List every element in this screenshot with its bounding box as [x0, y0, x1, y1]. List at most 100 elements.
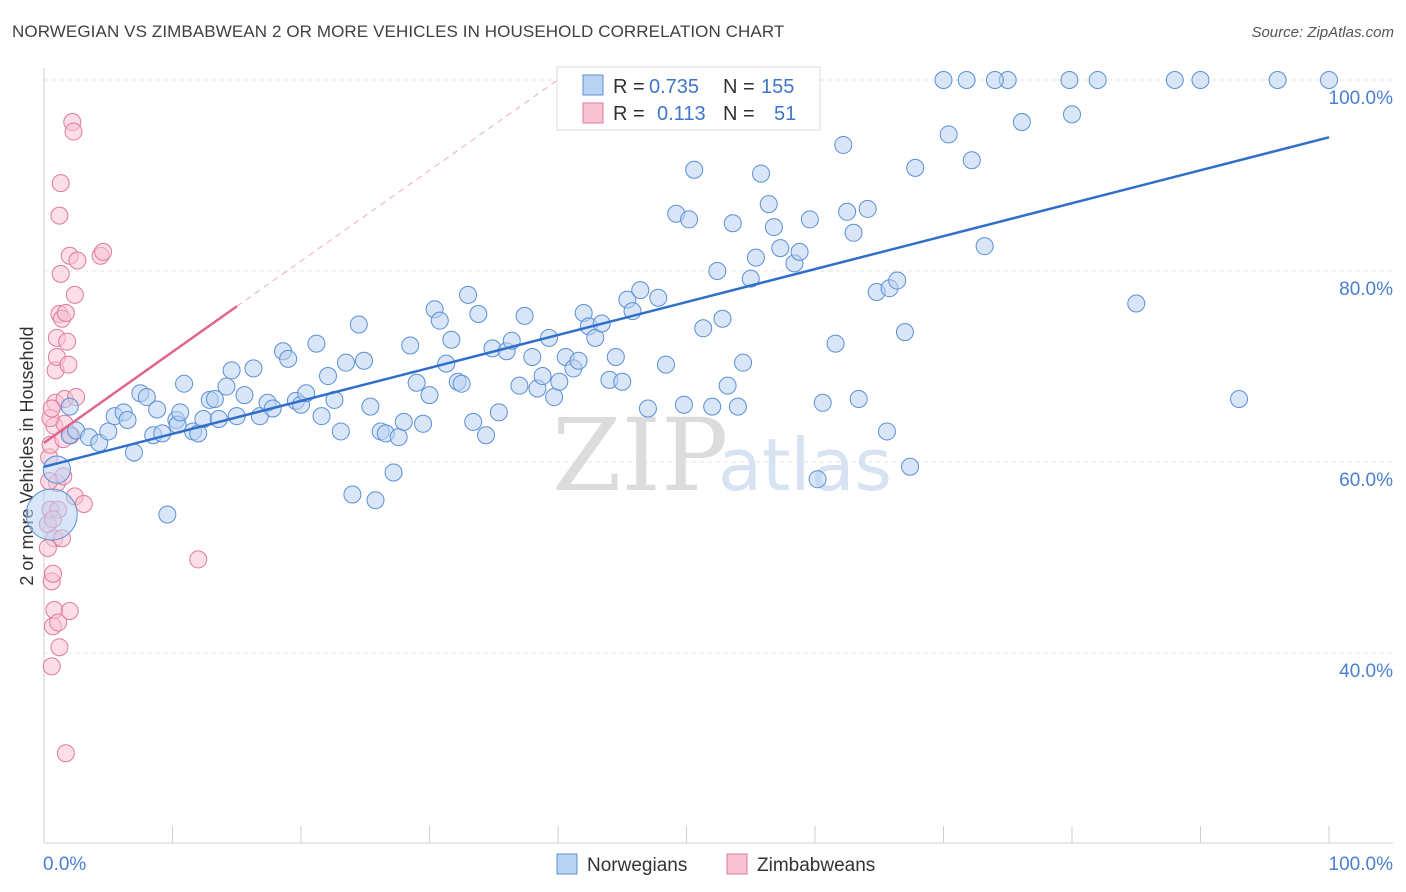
norwegian-point-51	[366, 491, 385, 510]
y-tick-label-100: 100.0%	[1329, 88, 1394, 109]
zimbabwean-point-22	[51, 264, 70, 283]
zimbabwean-point-29	[56, 304, 75, 323]
norwegian-point-143	[1060, 71, 1079, 89]
zimbabwean-n-value: 51	[774, 103, 796, 125]
norwegian-point-150	[985, 71, 1004, 89]
norwegian-point-108	[723, 214, 742, 233]
norwegian-point-60	[420, 386, 439, 405]
norwegian-point-112	[746, 248, 765, 267]
zimbabwean-point-39	[65, 285, 84, 304]
zimbabwean-trend-extension	[236, 74, 565, 307]
zimbabwean-point-45	[189, 550, 208, 569]
norwegian-point-77	[523, 347, 542, 366]
norwegian-point-142	[1012, 113, 1031, 132]
norwegian-point-41	[307, 334, 326, 353]
norwegian-point-134	[901, 457, 920, 476]
norwegian-point-27	[209, 410, 228, 429]
norwegian-n-value: 155	[761, 76, 794, 98]
zimbabwean-point-30	[56, 744, 75, 763]
zimbabwean-trend-line	[43, 305, 238, 444]
norwegian-point-16	[153, 424, 172, 443]
norwegian-point-54	[384, 463, 403, 482]
norwegian-point-37	[279, 349, 298, 368]
norwegian-point-128	[858, 199, 877, 218]
norwegian-point-59	[414, 414, 433, 433]
zimbabwean-point-32	[59, 355, 78, 374]
zimbabwean-r-value: 0.113	[657, 103, 706, 125]
norwegian-point-95	[631, 281, 650, 300]
norwegian-point-13	[137, 388, 156, 407]
norwegian-point-151	[1088, 71, 1107, 89]
norwegian-point-98	[656, 355, 675, 374]
norwegian-point-146	[1165, 71, 1184, 89]
zimbabwean-r-label: R =	[613, 103, 645, 125]
norwegian-point-137	[939, 125, 958, 144]
zimbabwean-points	[38, 113, 208, 763]
norwegian-point-122	[813, 393, 832, 412]
norwegian-point-144	[1063, 105, 1081, 124]
norwegian-point-70	[477, 426, 496, 445]
norwegian-point-130	[877, 422, 896, 441]
norwegian-point-26	[205, 389, 224, 408]
norwegian-point-55	[389, 428, 408, 447]
zimbabwean-point-7	[43, 564, 62, 583]
norwegian-point-69	[469, 304, 488, 323]
norwegian-point-139	[962, 151, 981, 170]
x-tick-label-100: 100.0%	[1329, 854, 1394, 875]
norwegian-point-32	[244, 359, 263, 378]
norwegian-point-82	[550, 372, 569, 391]
norwegian-point-10	[118, 410, 137, 429]
zimbabwean-point-49	[42, 399, 61, 418]
series-legend: Norwegians Zimbabweans	[556, 853, 875, 876]
norwegian-trend-line	[43, 136, 1330, 468]
watermark-atlas: atlas	[718, 423, 892, 507]
zimbabwean-point-41	[68, 251, 87, 270]
norwegian-point-121	[808, 470, 827, 489]
norwegian-n-label: N =	[723, 76, 755, 98]
source-label: Source: ZipAtlas.com	[1251, 24, 1394, 41]
norwegian-point-104	[703, 397, 722, 416]
norwegian-point-114	[759, 195, 778, 214]
norwegian-point-49	[354, 351, 373, 370]
trend-lines	[43, 74, 1330, 468]
zimbabwean-legend-swatch	[582, 102, 604, 124]
norwegian-point-123	[826, 334, 845, 353]
norwegian-point-135	[906, 158, 925, 177]
norwegian-point-20	[171, 403, 190, 422]
norwegian-point-81	[545, 388, 564, 407]
norwegian-point-97	[649, 288, 668, 307]
y-tick-label-80: 80.0%	[1339, 279, 1393, 300]
norwegian-point-42	[312, 407, 331, 426]
norwegian-point-4	[60, 397, 79, 416]
norwegian-point-57	[401, 336, 420, 355]
zimbabwean-point-5	[42, 657, 61, 676]
zimbabweans-legend-swatch	[726, 853, 748, 875]
norwegian-point-15	[148, 400, 167, 419]
watermark-zip: ZIP	[552, 397, 728, 514]
norwegian-point-110	[734, 353, 753, 372]
zimbabwean-point-44	[94, 242, 113, 261]
norwegian-legend-swatch	[582, 74, 604, 96]
norwegian-point-75	[510, 376, 529, 395]
norwegian-points	[25, 71, 1338, 541]
norwegian-point-56	[394, 412, 413, 431]
norwegian-point-0	[25, 488, 78, 541]
norwegian-point-106	[713, 309, 732, 328]
norwegian-point-72	[489, 403, 508, 422]
norwegian-point-124	[834, 135, 853, 154]
norwegian-point-62	[430, 311, 449, 330]
norwegian-point-21	[175, 374, 194, 393]
norwegian-point-103	[694, 319, 713, 338]
stats-legend: R = 0.735 N = 155 R = 0.113 N = 51	[556, 66, 821, 131]
norwegian-point-46	[336, 353, 355, 372]
norwegian-point-111	[741, 269, 760, 288]
norwegian-point-147	[1230, 389, 1249, 408]
norwegian-point-58	[407, 373, 426, 392]
norwegian-point-45	[331, 422, 350, 441]
zimbabwean-n-label: N =	[723, 103, 755, 125]
y-tick-labels: 40.0% 60.0% 80.0% 100.0%	[1329, 88, 1394, 682]
norwegian-point-85	[569, 351, 588, 370]
norwegian-point-48	[349, 315, 368, 334]
norwegian-r-value: 0.735	[649, 76, 699, 98]
norwegian-point-119	[790, 242, 809, 261]
